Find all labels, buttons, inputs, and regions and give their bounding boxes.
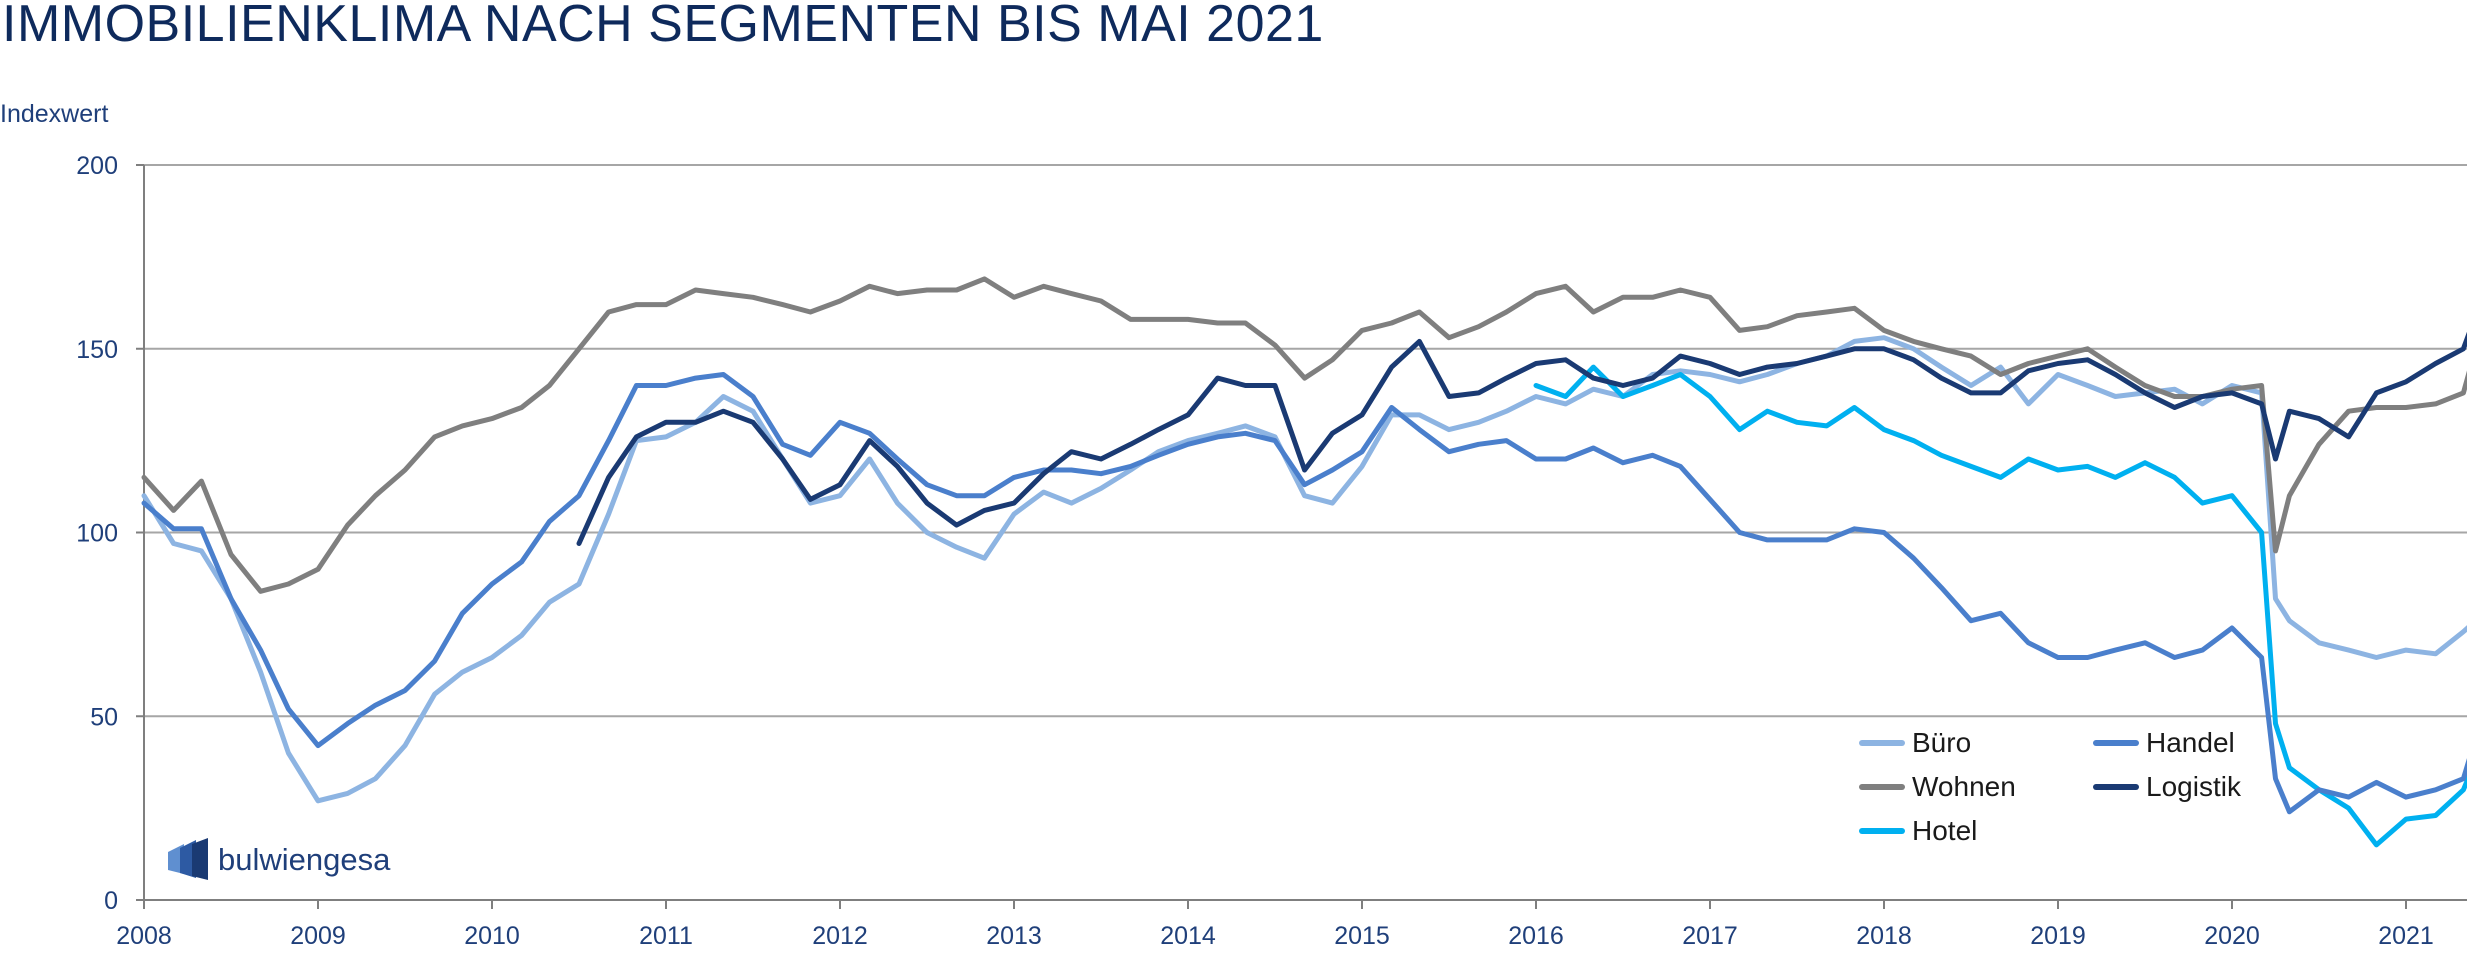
x-tick-label-2009: 2009 bbox=[290, 922, 346, 950]
series-line-buero bbox=[141, 335, 2467, 804]
x-tick-label-2019: 2019 bbox=[2030, 922, 2086, 950]
legend-label-buero: Büro bbox=[1912, 727, 1971, 758]
y-tick-label-50: 50 bbox=[90, 703, 118, 731]
series-line-wohnen bbox=[141, 276, 2467, 594]
series-line-logistik bbox=[576, 331, 2467, 546]
x-tick-label-2014: 2014 bbox=[1160, 922, 1216, 950]
legend-label-wohnen: Wohnen bbox=[1912, 771, 2016, 802]
x-tick-label-2015: 2015 bbox=[1334, 922, 1390, 950]
x-tick-label-2016: 2016 bbox=[1508, 922, 1564, 950]
logo-mark-icon bbox=[168, 838, 208, 880]
x-tick-label-2008: 2008 bbox=[116, 922, 172, 950]
legend-label-logistik: Logistik bbox=[2146, 771, 2242, 802]
x-tick-label-2017: 2017 bbox=[1682, 922, 1738, 950]
logo-text: bulwiengesa bbox=[218, 842, 391, 877]
chart-title: IMMOBILIENKLIMA NACH SEGMENTEN BIS MAI 2… bbox=[2, 0, 1324, 53]
legend: Büro Wohnen Hotel Handel Logistik bbox=[1859, 727, 2242, 846]
bulwiengesa-logo: bulwiengesa bbox=[168, 838, 391, 880]
y-tick-label-200: 200 bbox=[76, 152, 118, 180]
series-line-hotel bbox=[1533, 364, 2467, 848]
x-tick-label-2012: 2012 bbox=[812, 922, 868, 950]
series-line-handel bbox=[141, 372, 2467, 815]
x-tick-label-2018: 2018 bbox=[1856, 922, 1912, 950]
x-tick-label-2020: 2020 bbox=[2204, 922, 2260, 950]
x-tick-label-2011: 2011 bbox=[639, 922, 693, 950]
y-tick-label-0: 0 bbox=[104, 887, 118, 915]
gridlines bbox=[144, 164, 2467, 718]
y-axis-label: Indexwert bbox=[0, 100, 108, 128]
legend-label-hotel: Hotel bbox=[1912, 815, 1977, 846]
legend-label-handel: Handel bbox=[2146, 727, 2235, 758]
series-lines bbox=[141, 276, 2467, 848]
x-tick-label-2010: 2010 bbox=[464, 922, 520, 950]
y-tick-label-100: 100 bbox=[76, 520, 118, 548]
y-axis-ticks: 0 50 100 150 200 bbox=[76, 152, 144, 915]
x-tick-label-2021: 2021 bbox=[2378, 922, 2434, 950]
x-axis-ticks: 2008 2009 2010 2011 2012 2013 2014 2015 2016 2017… bbox=[116, 900, 2434, 950]
y-tick-label-150: 150 bbox=[76, 336, 118, 364]
x-tick-label-2013: 2013 bbox=[986, 922, 1042, 950]
